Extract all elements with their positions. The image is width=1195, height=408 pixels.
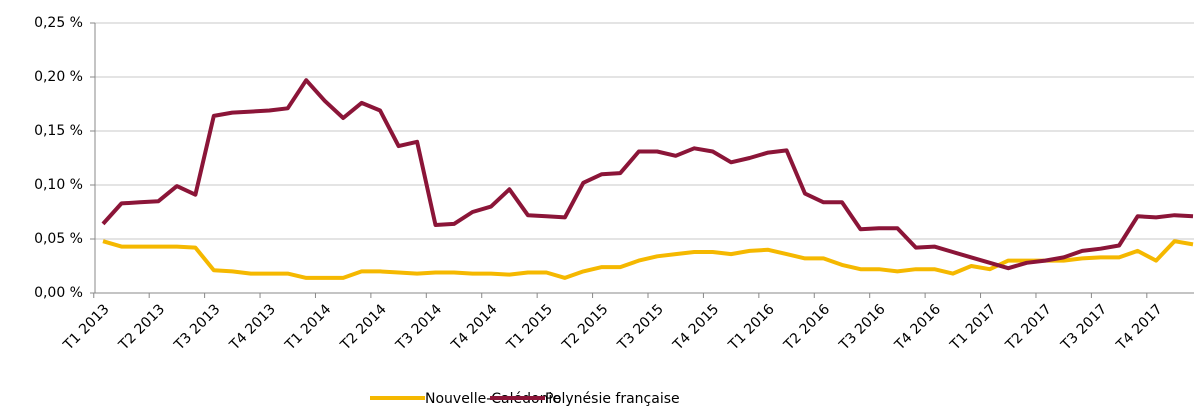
x-tick-label: T1 2016 (725, 301, 778, 354)
y-tick-label: 0,00 % (34, 285, 83, 301)
x-tick-label: T1 2014 (282, 301, 335, 354)
x-tick-label: T2 2013 (115, 301, 168, 354)
y-tick-label: 0,05 % (34, 231, 83, 247)
x-tick-label: T4 2017 (1113, 301, 1166, 354)
series-line (101, 78, 1194, 271)
x-tick-label: T3 2014 (392, 301, 445, 354)
x-tick-label: T1 2017 (947, 301, 1000, 354)
x-tick-label: T3 2016 (836, 301, 889, 354)
x-tick-label: T2 2016 (780, 301, 833, 354)
x-tick-label: T2 2015 (559, 301, 612, 354)
x-tick-label: T4 2014 (448, 301, 501, 354)
legend-label: Polynésie française (545, 391, 680, 407)
x-tick-label: T4 2015 (670, 301, 723, 354)
x-tick-label: T2 2017 (1002, 301, 1055, 354)
x-tick-label: T3 2017 (1058, 301, 1111, 354)
x-tick-label: T1 2013 (60, 301, 113, 354)
y-tick-label: 0,10 % (34, 177, 83, 193)
x-tick-label: T2 2014 (337, 301, 390, 354)
y-tick-label: 0,20 % (34, 69, 83, 85)
x-tick-label: T3 2013 (171, 301, 224, 354)
y-tick-label: 0,15 % (34, 123, 83, 139)
x-tick-label: T4 2016 (891, 301, 944, 354)
x-tick-label: T1 2015 (503, 301, 556, 354)
y-tick-label: 0,25 % (34, 15, 83, 31)
x-tick-label: T3 2015 (614, 301, 667, 354)
series-line (102, 239, 1194, 280)
x-tick-label: T4 2013 (226, 301, 279, 354)
